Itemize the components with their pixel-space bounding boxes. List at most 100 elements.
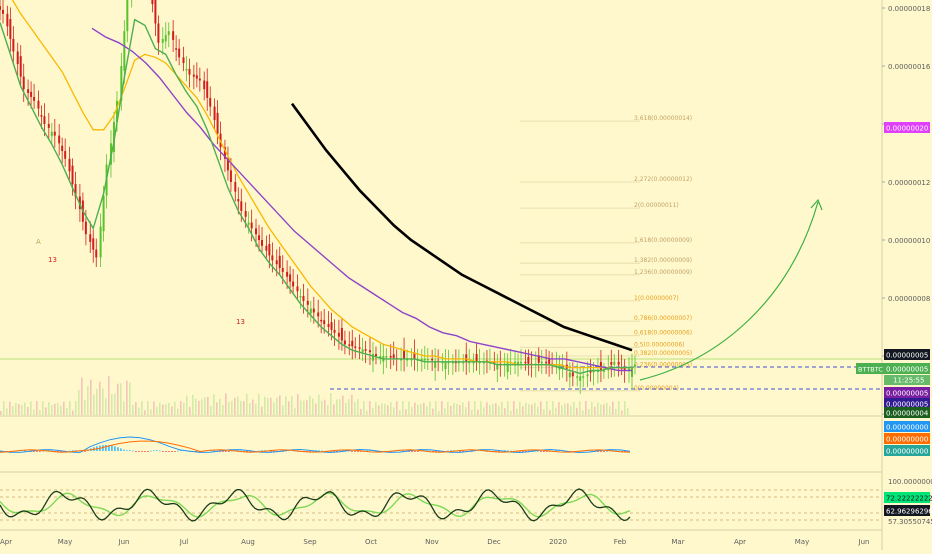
- candle-body: [296, 286, 298, 291]
- volume-bar: [459, 405, 461, 415]
- macd-histogram-bar: [117, 447, 119, 451]
- volume-bar: [366, 410, 368, 415]
- volume-bar: [96, 389, 98, 415]
- volume-bar: [123, 402, 125, 415]
- macd-histogram-bar: [111, 446, 113, 451]
- candle-body: [351, 341, 353, 347]
- volume-bar: [135, 402, 137, 415]
- volume-bar: [156, 407, 158, 415]
- volume-bar: [63, 402, 65, 415]
- candle-body: [328, 324, 330, 327]
- volume-bar: [417, 405, 419, 415]
- time-tick-label: Jul: [179, 538, 189, 546]
- volume-bar: [546, 401, 548, 415]
- candle-body: [524, 362, 526, 364]
- volume-bar: [519, 402, 521, 415]
- volume-bar: [246, 394, 248, 415]
- volume-bar: [93, 394, 95, 415]
- volume-bar: [9, 402, 11, 415]
- macd-histogram-bar: [72, 450, 74, 451]
- macd-histogram-bar: [318, 450, 320, 451]
- price-tick-label: 0.00000008: [888, 295, 930, 303]
- volume-bar: [504, 408, 506, 415]
- volume-bar: [15, 403, 17, 415]
- td-sequential-label: A: [36, 238, 41, 246]
- volume-bar: [327, 405, 329, 415]
- candle-body: [323, 320, 325, 324]
- macd-histogram-bar: [123, 450, 125, 451]
- volume-bar: [603, 404, 605, 415]
- candle-body: [237, 199, 239, 201]
- volume-bar: [513, 401, 515, 415]
- volume-bar: [585, 401, 587, 415]
- macd-histogram-bar: [141, 451, 143, 452]
- macd-histogram-bar: [522, 451, 524, 452]
- candle-body: [465, 354, 467, 361]
- time-tick-label: Feb: [614, 538, 627, 546]
- volume-bar: [174, 402, 176, 415]
- candle-body: [341, 328, 343, 341]
- volume-bar: [117, 384, 119, 415]
- macd-histogram-bar: [270, 451, 272, 452]
- candle-body: [61, 146, 63, 151]
- volume-bar: [186, 396, 188, 415]
- volume-bar: [180, 401, 182, 415]
- fib-label: 0.5(0.00000006): [634, 341, 685, 348]
- price-badge-label: 0.00000005: [886, 352, 928, 360]
- volume-bar: [255, 404, 257, 415]
- price-tick-label: 0.00000012: [888, 179, 930, 187]
- volume-bar: [312, 399, 314, 415]
- candle-body: [289, 274, 291, 281]
- macd-histogram-bar: [261, 450, 263, 451]
- candle-body: [162, 39, 164, 43]
- volume-bar: [219, 399, 221, 415]
- volume-bar: [456, 404, 458, 415]
- td-sequential-label: 13: [48, 256, 57, 264]
- macd-badge-label: 0.00000000: [886, 436, 928, 444]
- candle-body: [365, 349, 367, 351]
- candle-body: [618, 362, 620, 365]
- candle-body: [603, 371, 605, 373]
- volume-bar: [276, 398, 278, 415]
- volume-bar: [474, 401, 476, 415]
- macd-histogram-bar: [135, 451, 137, 452]
- candle-body: [51, 132, 53, 136]
- rsi-tick-label: 100.00000000: [888, 478, 932, 486]
- volume-bar: [381, 403, 383, 415]
- volume-bar: [351, 395, 353, 415]
- volume-bar: [384, 404, 386, 415]
- candle-body: [123, 31, 125, 70]
- macd-histogram-bar: [168, 451, 170, 452]
- volume-bar: [168, 403, 170, 415]
- volume-bar: [588, 409, 590, 415]
- volume-bar: [462, 402, 464, 415]
- volume-bar: [243, 401, 245, 415]
- volume-bar: [549, 410, 551, 415]
- candle-body: [85, 222, 87, 235]
- volume-bar: [576, 408, 578, 415]
- candle-body: [54, 132, 56, 136]
- volume-bar: [252, 399, 254, 415]
- volume-bar: [189, 407, 191, 415]
- candle-body: [157, 23, 159, 42]
- macd-histogram-bar: [354, 451, 356, 452]
- volume-bar: [108, 376, 110, 415]
- volume-bar: [483, 407, 485, 415]
- price-badge-label: 0.00000020: [886, 125, 928, 133]
- volume-bar: [489, 405, 491, 415]
- candle-body: [103, 196, 105, 232]
- candle-body: [258, 235, 260, 240]
- volume-bar: [183, 403, 185, 415]
- volume-bar: [582, 410, 584, 415]
- candle-body: [30, 92, 32, 97]
- volume-bar: [492, 404, 494, 415]
- macd-histogram-bar: [258, 451, 260, 452]
- volume-bar: [87, 386, 89, 415]
- volume-bar: [564, 404, 566, 415]
- symbol-label: BTTBTC: [858, 366, 883, 374]
- volume-bar: [393, 408, 395, 415]
- candle-body: [230, 170, 232, 182]
- volume-bar: [78, 390, 80, 415]
